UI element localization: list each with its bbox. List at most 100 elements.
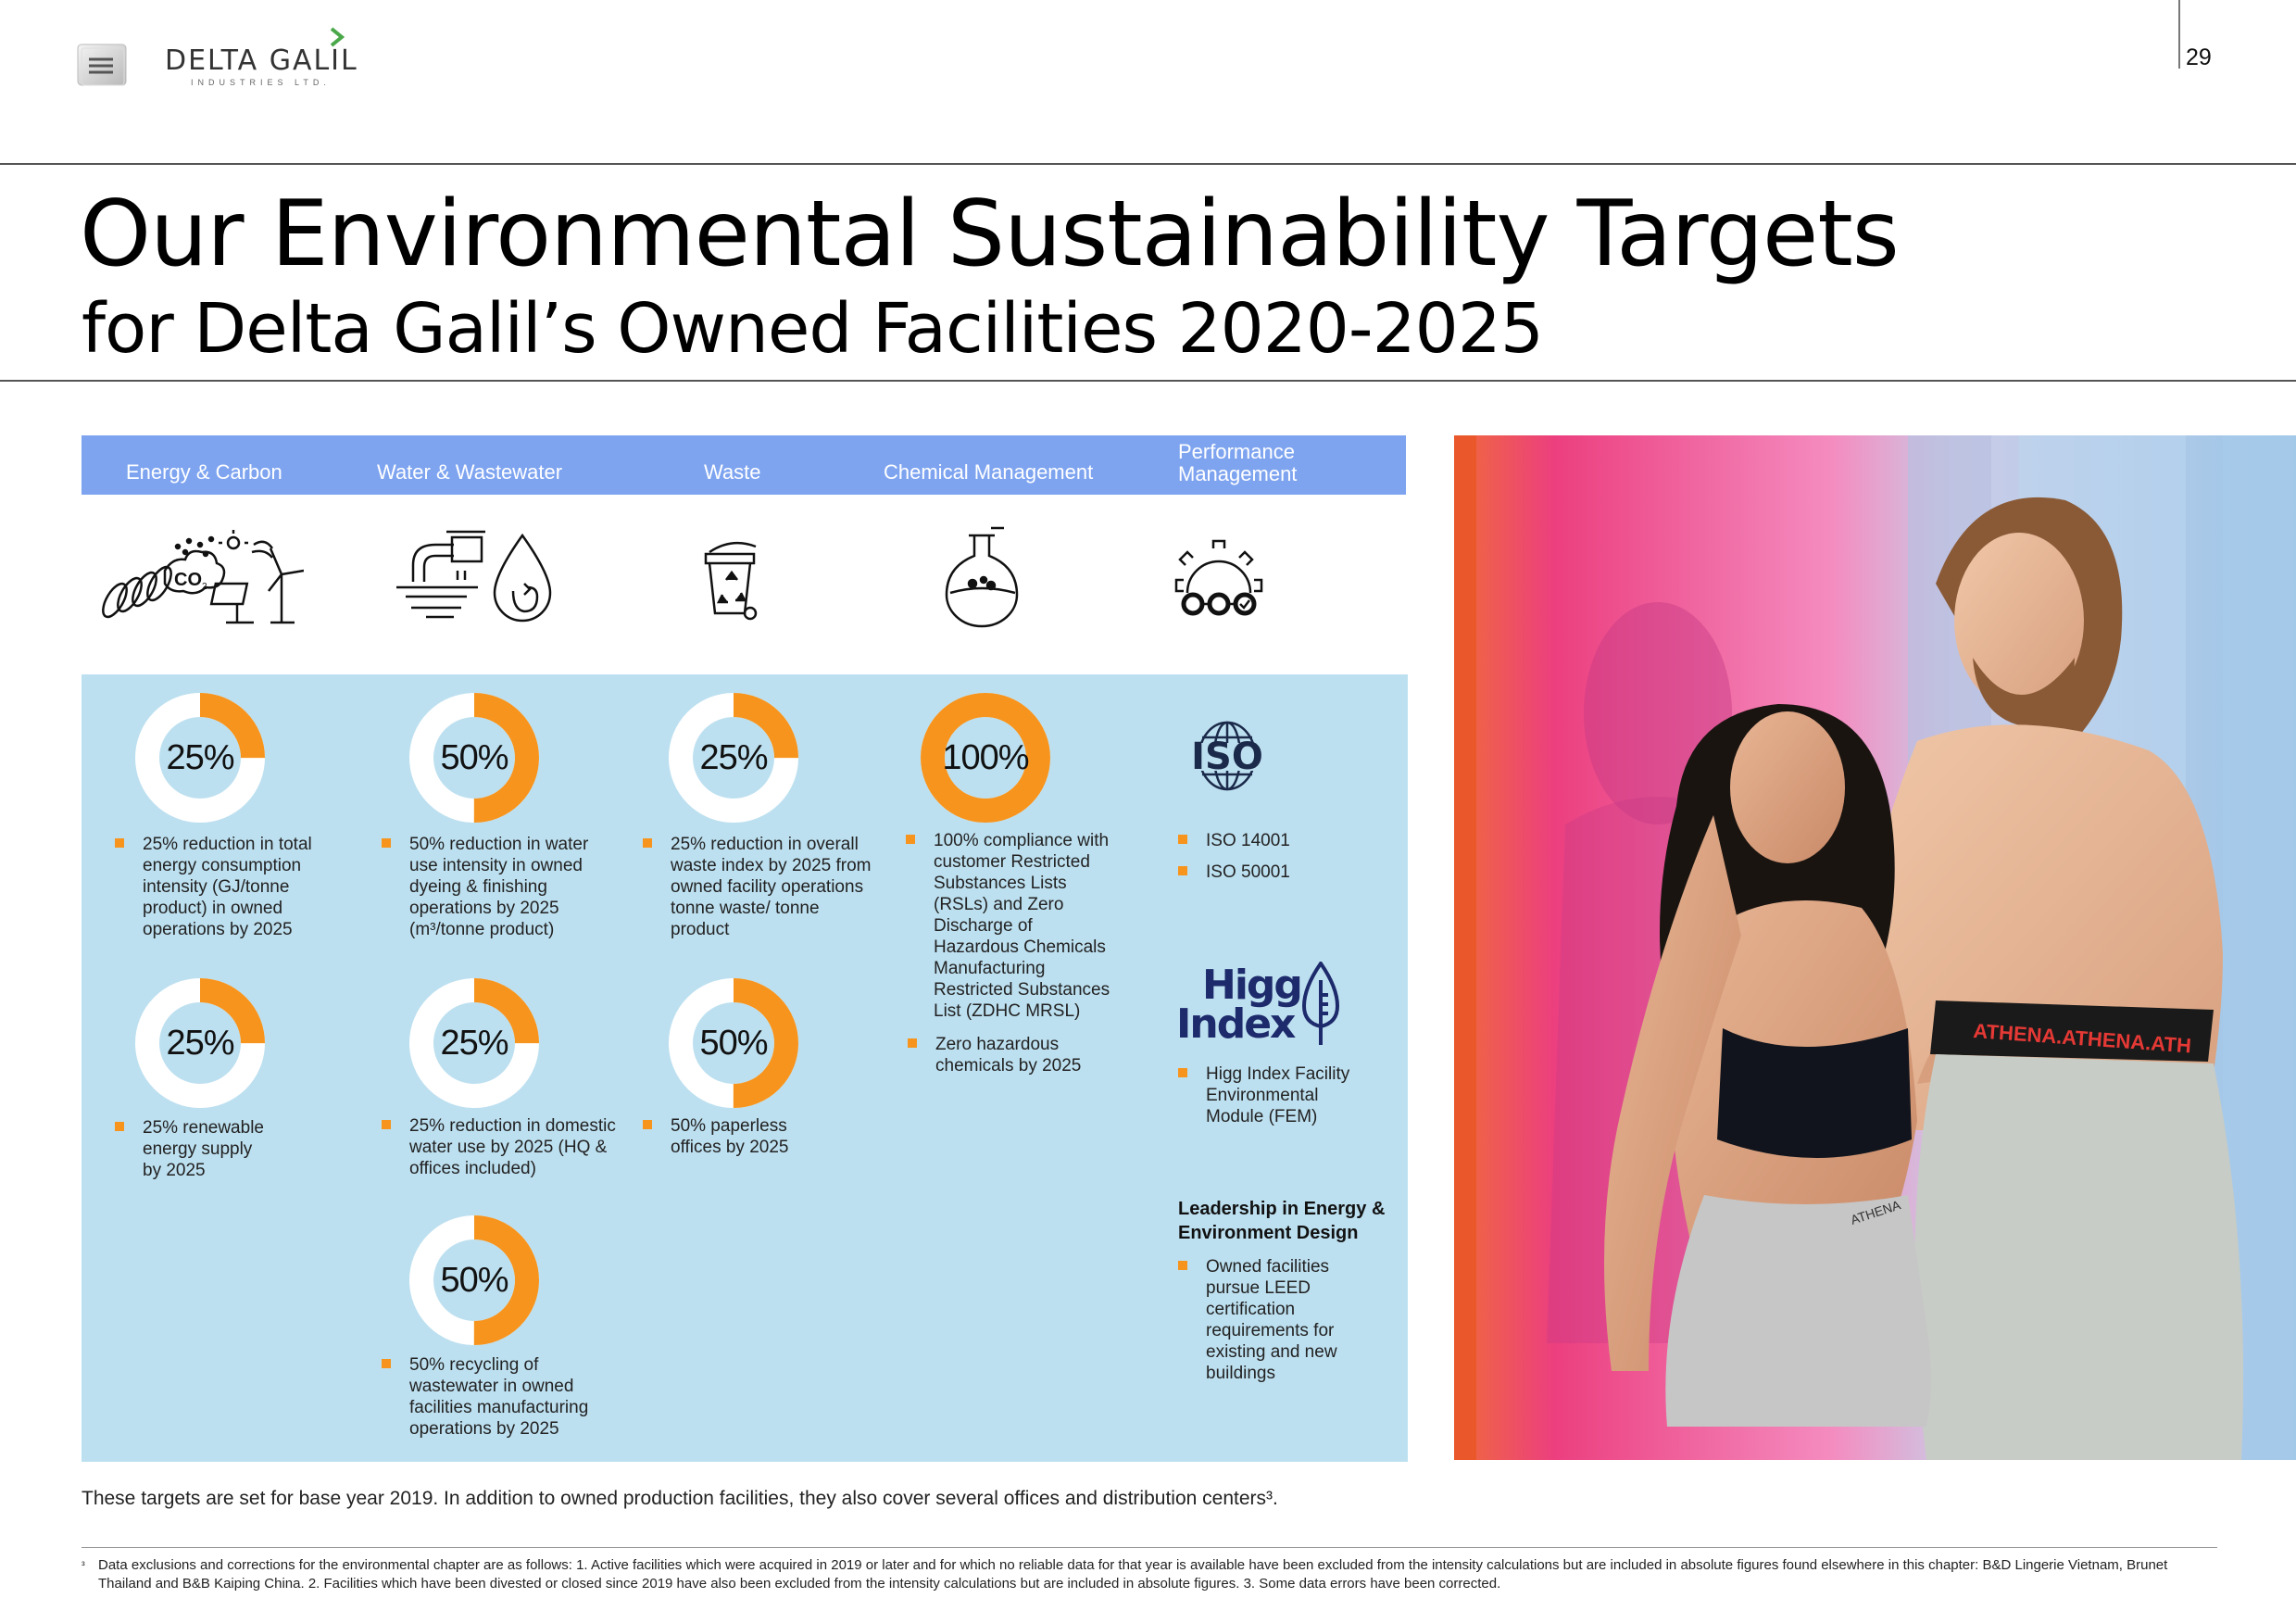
logo-mark-icon — [77, 44, 127, 86]
recycle-bin-icon — [704, 541, 758, 621]
donut-ring — [409, 693, 539, 823]
donut-ring — [409, 978, 539, 1108]
donut-energy-intensity: 25% — [135, 693, 265, 823]
donut-label: 50% — [699, 1024, 768, 1063]
donut-water-intensity: 50% — [409, 693, 539, 823]
target-higg-index: Higg Index Facility Environmental Module… — [1178, 1063, 1373, 1127]
bullet-square — [382, 1359, 391, 1368]
brand-subtitle: INDUSTRIES LTD. — [191, 78, 331, 87]
donut-water-domestic: 25% — [409, 978, 539, 1108]
divider-title — [0, 380, 2296, 382]
bullet-square — [1178, 866, 1187, 875]
brand-name: DELTA GALIL — [165, 44, 358, 77]
donut-ring — [669, 693, 798, 823]
bullet-square — [1178, 835, 1187, 844]
target-text: 25% reduction in overall waste index by … — [671, 835, 872, 939]
target-iso-50001: ISO 50001 — [1178, 862, 1391, 883]
donut-water-recycling: 50% — [409, 1215, 539, 1345]
models-photo: ATHENA.ATHENA.ATH ATHENA — [1454, 435, 2296, 1460]
target-waste-paperless: 50% paperless offices by 2025 — [643, 1115, 819, 1158]
target-text: ISO 14001 — [1206, 831, 1290, 850]
svg-text:CO: CO — [174, 570, 202, 590]
brand-logo: DELTA GALIL INDUSTRIES LTD. — [72, 27, 369, 98]
target-chemical-zero: Zero hazardous chemicals by 2025 — [908, 1034, 1102, 1076]
donut-ring — [921, 693, 1050, 823]
donut-progress-arc — [921, 693, 1050, 823]
footnote-text: Data exclusions and corrections for the … — [98, 1557, 2168, 1592]
donut-label: 100% — [942, 738, 1029, 777]
donut-label: 50% — [440, 1261, 508, 1300]
models-photo-illustration: ATHENA.ATHENA.ATH ATHENA — [1454, 435, 2296, 1460]
bullet-square — [382, 838, 391, 848]
bullet-square — [115, 838, 124, 848]
chevron-right-icon — [330, 27, 345, 47]
donut-center — [433, 1239, 515, 1321]
target-water-recycling: 50% recycling of wastewater in owned fac… — [382, 1354, 613, 1440]
donut-label: 25% — [440, 1024, 508, 1063]
target-chemical-compliance: 100% compliance with customer Restricted… — [906, 830, 1119, 1022]
donut-center — [159, 1002, 241, 1084]
target-iso-14001: ISO 14001 — [1178, 830, 1391, 851]
donut-energy-renewable: 25% — [135, 978, 265, 1108]
donut-progress-arc — [669, 693, 798, 823]
svg-text:2: 2 — [202, 582, 207, 592]
flask-icon — [945, 526, 1019, 628]
page-number: 29 — [2186, 44, 2212, 70]
donut-label: 25% — [166, 1024, 234, 1063]
donut-progress-arc — [409, 1215, 539, 1345]
target-text: Higg Index Facility Environmental Module… — [1206, 1064, 1350, 1126]
category-chemical-label: Chemical Management — [884, 460, 1094, 484]
target-waste-index: 25% reduction in overall waste index by … — [643, 834, 874, 940]
category-performance-label: Performance Management — [1178, 440, 1298, 485]
page-title: Our Environmental Sustainability Targets — [80, 182, 1900, 287]
donut-ring — [409, 1215, 539, 1345]
target-text: Owned facilities pursue LEED certificati… — [1206, 1257, 1337, 1383]
bullet-square — [643, 1120, 652, 1129]
base-year-note: These targets are set for base year 2019… — [82, 1488, 1278, 1509]
donut-center — [693, 1002, 774, 1084]
energy-carbon-icon: CO 2 — [102, 530, 304, 624]
category-waste-label: Waste — [704, 460, 761, 484]
higg-logo-line1: Higg — [1202, 962, 1303, 1009]
leaf-icon — [1302, 962, 1339, 1045]
higg-logo-line2: Index — [1176, 1000, 1296, 1048]
bullet-square — [906, 835, 915, 844]
gear-icon — [1174, 539, 1263, 616]
donut-ring — [135, 693, 265, 823]
category-water-label: Water & Wastewater — [377, 460, 563, 484]
category-header-band: Energy & Carbon Water & Wastewater Waste… — [82, 435, 1406, 495]
donut-progress-arc — [669, 978, 798, 1108]
footnote-divider — [82, 1547, 2217, 1548]
target-leed: Owned facilities pursue LEED certificati… — [1178, 1256, 1354, 1384]
target-text: 50% reduction in water use intensity in … — [409, 835, 589, 939]
target-text: 100% compliance with customer Restricted… — [934, 831, 1110, 1021]
divider-top — [0, 163, 2296, 165]
donut-center — [945, 717, 1026, 799]
donut-chemical-compliance: 100% — [921, 693, 1050, 823]
target-text: Zero hazardous chemicals by 2025 — [935, 1035, 1082, 1076]
target-text: ISO 50001 — [1206, 862, 1290, 882]
target-text: 50% recycling of wastewater in owned fac… — [409, 1355, 589, 1439]
bullet-square — [382, 1120, 391, 1129]
donut-center — [159, 717, 241, 799]
target-text: 25% reduction in total energy consumptio… — [143, 835, 312, 939]
target-text: 50% paperless offices by 2025 — [671, 1116, 789, 1157]
donut-ring — [135, 978, 265, 1108]
donut-ring — [669, 978, 798, 1108]
target-energy-intensity: 25% reduction in total energy consumptio… — [115, 834, 328, 940]
leed-title: Leadership in Energy & Environment Desig… — [1178, 1199, 1386, 1243]
donut-center — [433, 1002, 515, 1084]
bullet-square — [1178, 1068, 1187, 1077]
bullet-square — [908, 1038, 917, 1048]
category-energy-label: Energy & Carbon — [126, 460, 282, 484]
page-subtitle: for Delta Galil’s Owned Facilities 2020-… — [82, 289, 1544, 369]
iso-logo: ISO — [1176, 721, 1278, 791]
donut-progress-arc — [135, 978, 265, 1108]
target-water-domestic: 25% reduction in domestic water use by 2… — [382, 1115, 632, 1179]
donut-label: 25% — [699, 738, 768, 777]
donut-waste-index: 25% — [669, 693, 798, 823]
water-tap-drop-icon — [396, 530, 552, 623]
donut-label: 25% — [166, 738, 234, 777]
page-divider — [2178, 0, 2180, 69]
higg-index-logo: Higg Index — [1176, 962, 1352, 1054]
